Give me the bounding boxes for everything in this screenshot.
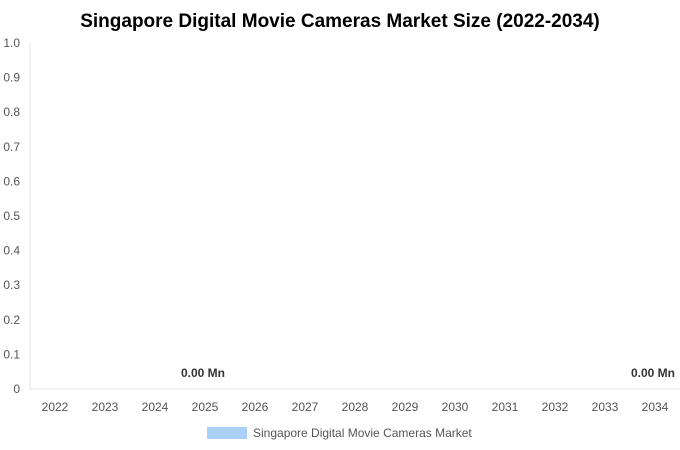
y-tick-label: 0.5 [3, 209, 20, 223]
legend-swatch [207, 427, 247, 439]
x-tick-label: 2033 [592, 400, 619, 414]
x-tick-label: 2025 [192, 400, 219, 414]
y-tick-label: 0.4 [3, 244, 20, 258]
x-tick-label: 2032 [542, 400, 569, 414]
y-tick-label: 0.6 [3, 174, 20, 188]
data-label: 0.00 Mn [181, 366, 225, 380]
x-tick-label: 2030 [442, 400, 469, 414]
y-tick-label: 0.9 [3, 71, 20, 85]
y-tick-label: 0.3 [3, 278, 20, 292]
data-label: 0.00 Mn [631, 366, 675, 380]
y-axis-ticks: 0 0.1 0.2 0.3 0.4 0.5 0.6 0.7 0.8 0.9 1.0 [3, 36, 20, 396]
x-tick-label: 2034 [642, 400, 669, 414]
data-labels: 0.00 Mn 0.00 Mn [181, 366, 675, 380]
x-tick-label: 2022 [42, 400, 69, 414]
y-tick-label: 0.7 [3, 140, 20, 154]
y-tick-label: 1.0 [3, 36, 20, 50]
y-tick-label: 0.8 [3, 105, 20, 119]
x-tick-label: 2029 [392, 400, 419, 414]
y-tick-label: 0.1 [3, 347, 20, 361]
legend[interactable]: Singapore Digital Movie Cameras Market [207, 426, 472, 440]
x-tick-label: 2026 [242, 400, 269, 414]
x-tick-label: 2028 [342, 400, 369, 414]
y-tick-label: 0 [13, 382, 20, 396]
x-tick-label: 2027 [292, 400, 319, 414]
x-tick-label: 2031 [492, 400, 519, 414]
chart-title: Singapore Digital Movie Cameras Market S… [80, 11, 600, 32]
legend-label: Singapore Digital Movie Cameras Market [253, 426, 472, 440]
x-tick-label: 2024 [142, 400, 169, 414]
x-tick-label: 2023 [92, 400, 119, 414]
x-axis-ticks: 2022 2023 2024 2025 2026 2027 2028 2029 2030 2031… [42, 400, 669, 414]
y-tick-label: 0.2 [3, 313, 20, 327]
